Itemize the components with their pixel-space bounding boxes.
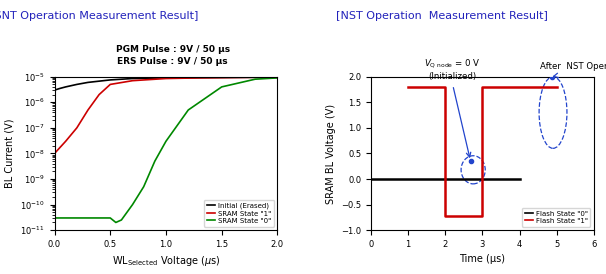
Text: [SNT Operation Measurement Result]: [SNT Operation Measurement Result]	[0, 11, 198, 21]
Text: After  NST Operation: After NST Operation	[540, 62, 606, 71]
X-axis label: WL$_{\mathregular{Selected}}$ Voltage ($\mu$s): WL$_{\mathregular{Selected}}$ Voltage ($…	[112, 255, 220, 269]
Y-axis label: BL Current (V): BL Current (V)	[5, 119, 15, 188]
Y-axis label: SRAM BL Voltage (V): SRAM BL Voltage (V)	[325, 103, 336, 204]
Legend: Initial (Erased), SRAM State "1", SRAM State "0": Initial (Erased), SRAM State "1", SRAM S…	[204, 200, 274, 227]
X-axis label: Time (μs): Time (μs)	[459, 255, 505, 264]
Text: $V_{\rm Q\ node}$ = 0 V
(Initialized): $V_{\rm Q\ node}$ = 0 V (Initialized)	[424, 58, 481, 81]
Text: PGM Pulse : 9V / 50 μs
ERS Pulse : 9V / 50 μs: PGM Pulse : 9V / 50 μs ERS Pulse : 9V / …	[116, 45, 230, 66]
Legend: Flash State "0", Flash State "1": Flash State "0", Flash State "1"	[522, 208, 590, 227]
Text: [NST Operation  Measurement Result]: [NST Operation Measurement Result]	[336, 11, 548, 21]
